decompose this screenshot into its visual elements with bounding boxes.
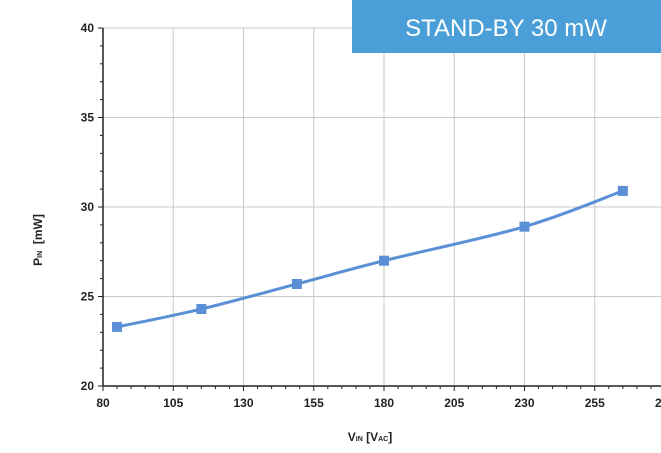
data-point-marker — [196, 304, 207, 315]
x-tick-label: 155 — [304, 396, 324, 410]
x-axis-label: VIN [VAC] — [348, 430, 392, 444]
y-axis-label-sub: IN — [37, 251, 44, 258]
y-tick-label: 35 — [81, 111, 95, 125]
data-point-marker — [519, 221, 530, 232]
y-axis-label-main: P — [31, 258, 45, 266]
x-tick-label: 280 — [655, 396, 661, 410]
x-axis-label-bracket-close: ] — [388, 430, 392, 444]
x-tick-label: 255 — [585, 396, 605, 410]
series-line — [116, 189, 624, 329]
x-axis-label-main: V — [348, 430, 356, 444]
y-axis-label-units: [mW] — [31, 214, 45, 251]
y-axis-label: PIN [mW] — [31, 214, 45, 266]
y-tick-label: 30 — [81, 200, 95, 214]
data-series — [112, 185, 628, 332]
standby-banner: STAND-BY 30 mW — [352, 0, 661, 53]
x-tick-label: 130 — [233, 396, 253, 410]
x-axis-label-bracket-open: [V — [363, 430, 378, 444]
x-axis-label-sub: IN — [356, 436, 363, 443]
data-point-marker — [291, 278, 302, 289]
y-tick-labels: 20 25 30 35 40 — [81, 21, 95, 393]
y-tick-label: 40 — [81, 21, 95, 35]
data-point-marker — [112, 321, 123, 332]
x-tick-label: 105 — [163, 396, 183, 410]
banner-background — [352, 0, 661, 53]
y-tick-label: 25 — [81, 290, 95, 304]
x-tick-label: 80 — [96, 396, 110, 410]
x-tick-label: 180 — [374, 396, 394, 410]
banner-text: STAND-BY 30 mW — [405, 15, 607, 42]
data-point-marker — [617, 185, 628, 196]
x-tick-labels: 80 105 130 155 180 205 230 255 280 — [96, 396, 661, 410]
grid-lines — [103, 27, 661, 386]
x-axis-label-unit-sub: AC — [378, 436, 388, 443]
axes — [98, 27, 661, 391]
data-point-marker — [379, 255, 389, 266]
x-tick-label: 205 — [444, 396, 464, 410]
x-tick-label: 230 — [514, 396, 534, 410]
y-tick-label: 20 — [81, 379, 95, 393]
